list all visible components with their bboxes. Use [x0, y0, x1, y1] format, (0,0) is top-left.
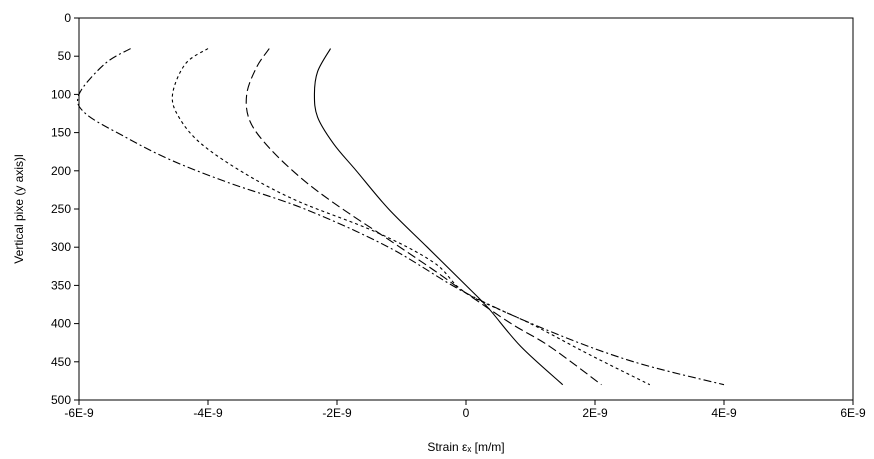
- x-tick-label: -6E-9: [64, 406, 94, 420]
- y-tick-label: 0: [64, 11, 71, 25]
- y-tick-label: 500: [51, 393, 71, 407]
- y-tick-label: 200: [51, 164, 71, 178]
- x-axis-label: Strain εₓ [m/m]: [427, 440, 504, 454]
- y-tick-label: 50: [58, 49, 72, 63]
- y-tick-label: 350: [51, 278, 71, 292]
- y-axis: 0 50 100 150 200 250 300 350 400 450 500: [51, 11, 79, 407]
- y-axis-label: Vertical pixe (y axis)l: [12, 154, 26, 263]
- series-layer: [77, 48, 725, 386]
- x-tick-label: 2E-9: [582, 406, 608, 420]
- x-axis: -6E-9 -4E-9 -2E-9 0 2E-9 4E-9 6E-9: [64, 400, 866, 420]
- y-tick-label: 250: [51, 202, 71, 216]
- x-tick-label: 0: [463, 406, 470, 420]
- series-line-4: [77, 48, 725, 386]
- series-line-2: [245, 48, 602, 386]
- y-tick-label: 400: [51, 317, 71, 331]
- x-tick-label: 6E-9: [840, 406, 866, 420]
- y-tick-label: 450: [51, 355, 71, 369]
- y-tick-label: 150: [51, 126, 71, 140]
- x-tick-label: -4E-9: [193, 406, 223, 420]
- x-tick-label: -2E-9: [322, 406, 352, 420]
- series-line-3: [171, 48, 651, 386]
- y-tick-label: 100: [51, 87, 71, 101]
- series-line-1: [313, 48, 564, 386]
- plot-area: [78, 17, 854, 401]
- y-tick-label: 300: [51, 240, 71, 254]
- x-tick-label: 4E-9: [711, 406, 737, 420]
